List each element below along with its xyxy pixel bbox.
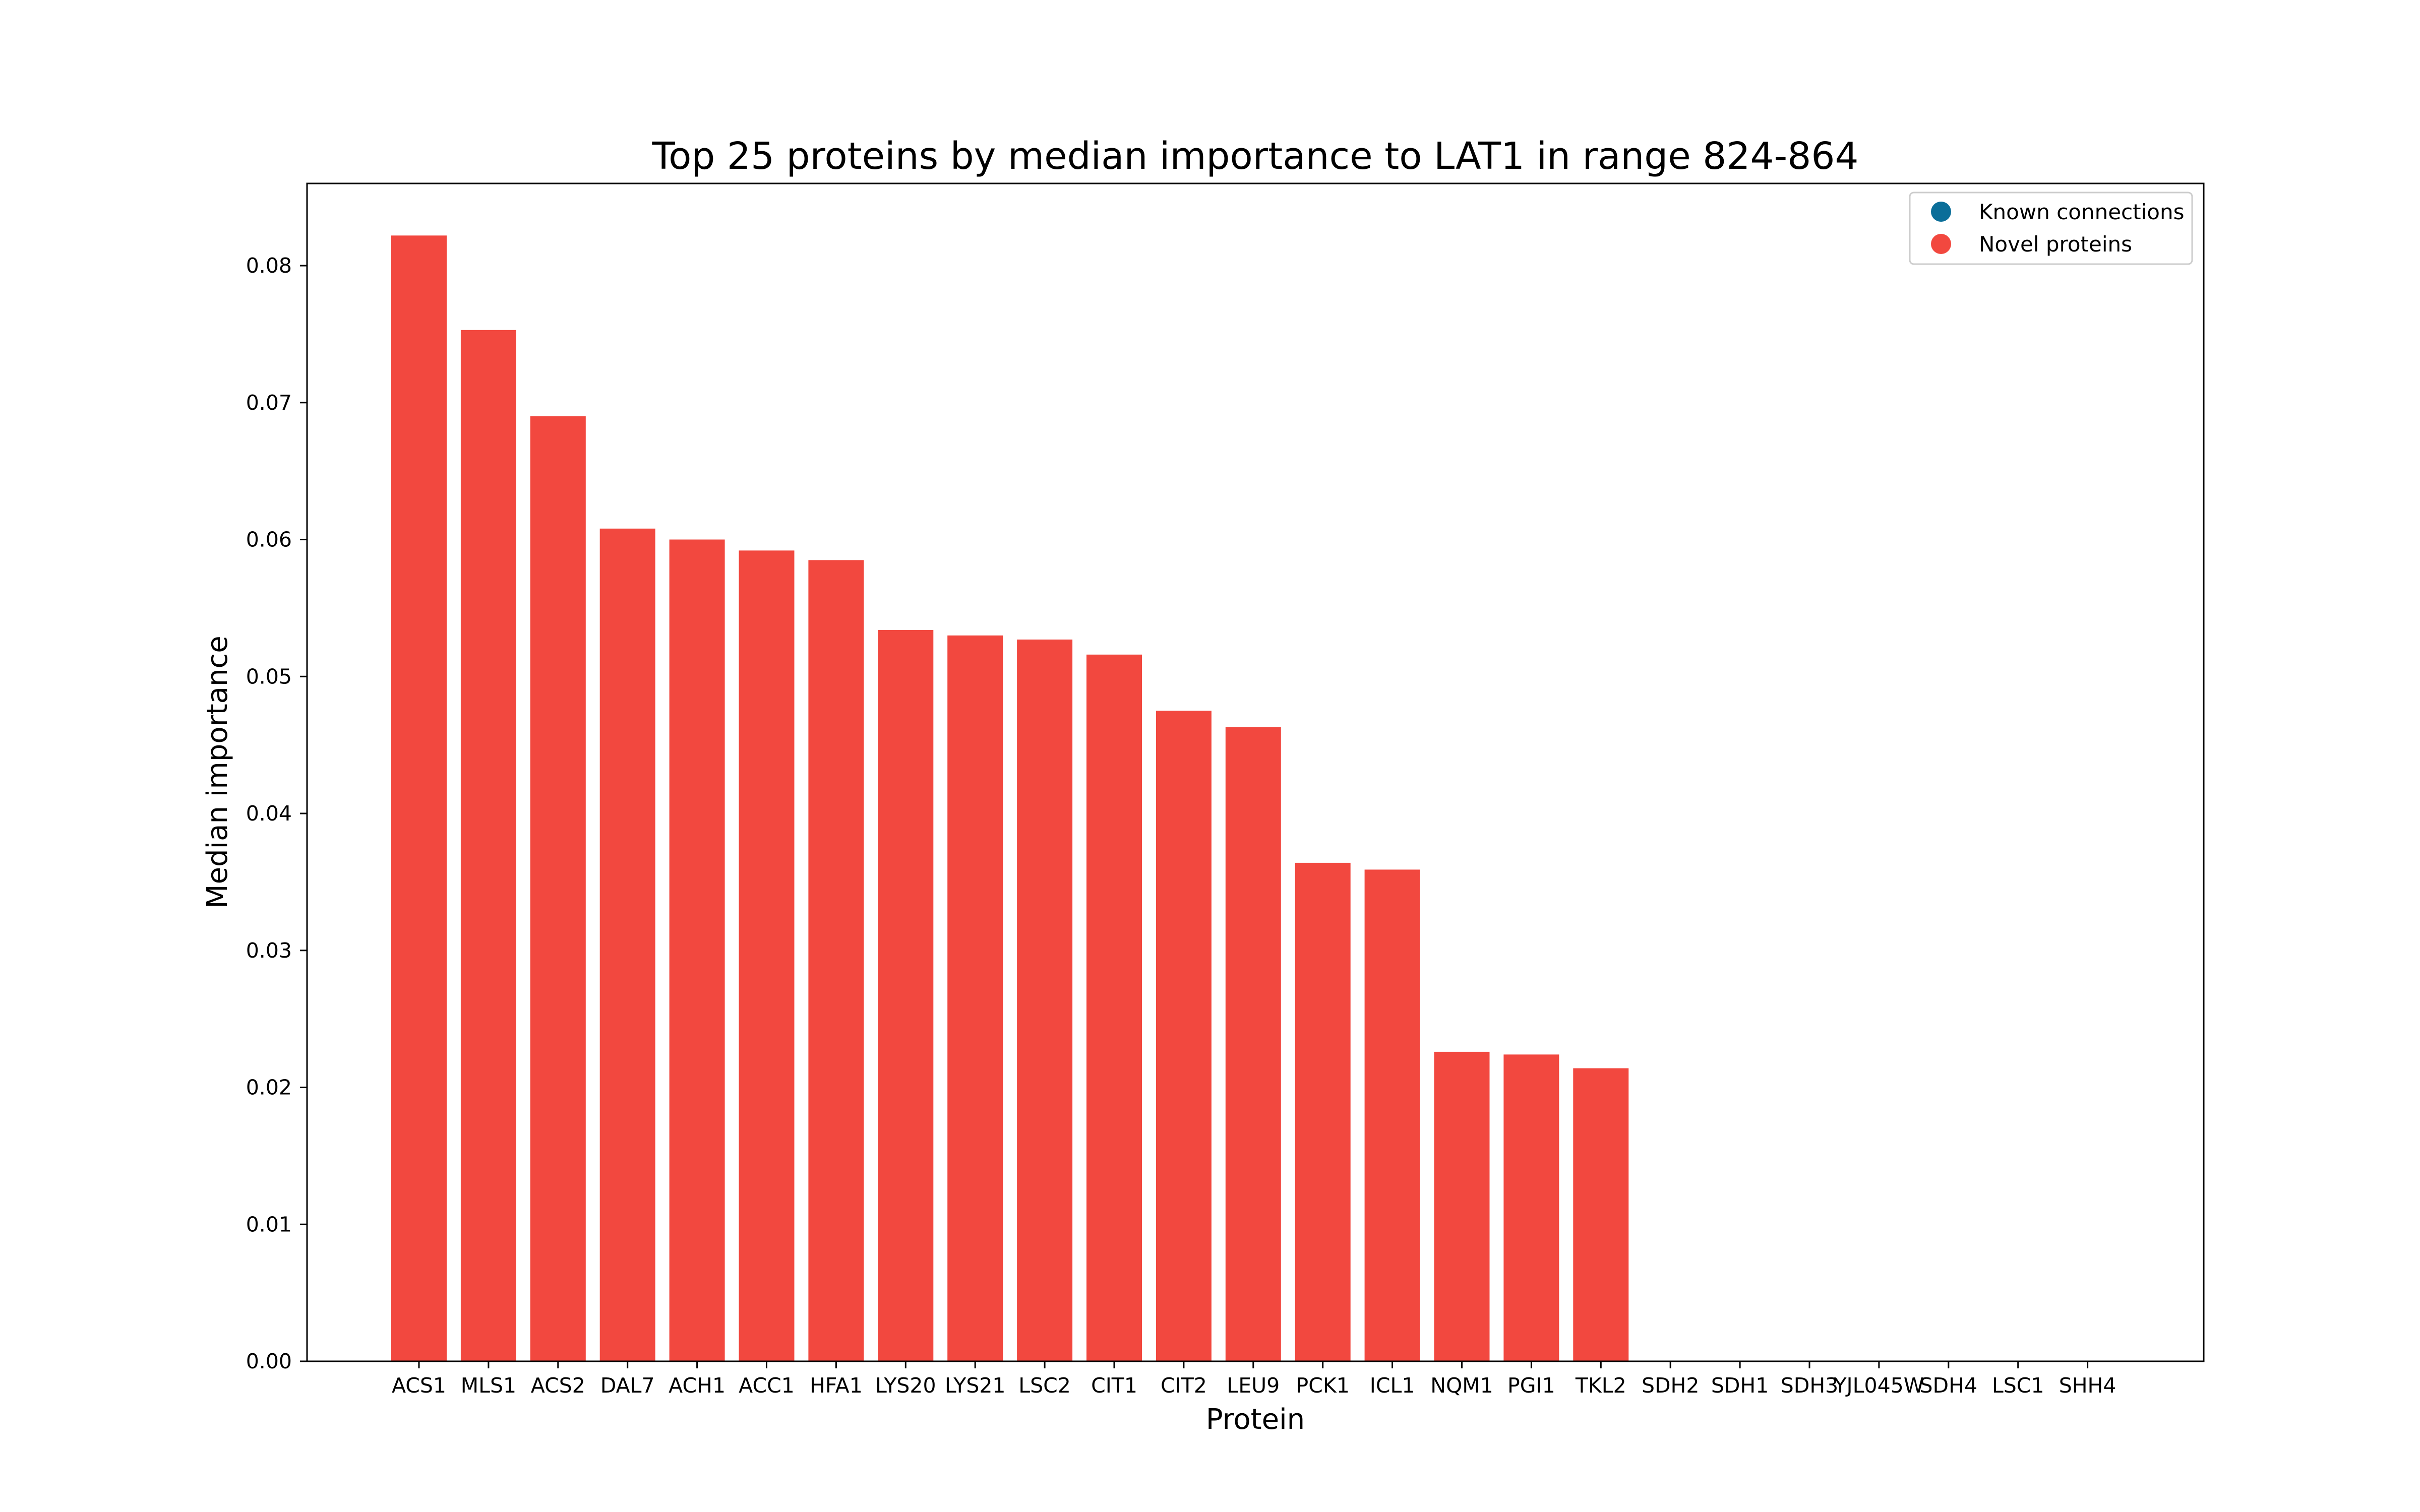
x-tick-label: HFA1 (810, 1373, 863, 1398)
bar-hfa1 (808, 560, 864, 1361)
x-tick-label: SHH4 (2059, 1373, 2116, 1398)
x-tick-label: LEU9 (1227, 1373, 1280, 1398)
bar-lys20 (878, 629, 934, 1361)
y-tick-label: 0.04 (246, 801, 292, 826)
x-tick-label: PGI1 (1507, 1373, 1555, 1398)
legend-marker-known (1931, 202, 1951, 222)
x-ticks-group: ACS1 MLS1 ACS2 DAL7 ACH1 ACC1 HFA1 LYS20 LYS21 LS… (392, 1361, 2116, 1398)
bar-pgi1 (1503, 1054, 1559, 1361)
legend: Known connections Novel proteins (1909, 192, 2193, 265)
bar-ach1 (669, 539, 725, 1361)
bar-lsc2 (1017, 639, 1073, 1361)
y-tick-label: 0.07 (246, 391, 292, 415)
bar-pck1 (1295, 862, 1351, 1361)
x-tick-label: SDH2 (1642, 1373, 1700, 1398)
chart-title: Top 25 proteins by median importance to … (651, 135, 1858, 178)
legend-label-novel: Novel proteins (1979, 232, 2132, 257)
y-tick-label: 0.02 (246, 1076, 292, 1100)
y-tick-label: 0.05 (246, 664, 292, 688)
plot-frame (306, 182, 2205, 1362)
y-tick-label: 0.06 (246, 528, 292, 552)
x-tick-label: CIT1 (1091, 1373, 1137, 1398)
bar-leu9 (1225, 727, 1281, 1361)
bar-mls1 (460, 330, 516, 1361)
x-tick-label: TKL2 (1575, 1373, 1626, 1398)
y-tick-label: 0.03 (246, 938, 292, 963)
x-tick-label: LSC2 (1018, 1373, 1071, 1398)
bar-acc1 (739, 550, 795, 1361)
y-axis-label: Median importance (201, 636, 234, 908)
bar-lys21 (947, 635, 1003, 1361)
x-tick-label: CIT2 (1161, 1373, 1207, 1398)
x-tick-label: SDH3 (1781, 1373, 1839, 1398)
bar-acs1 (391, 235, 447, 1361)
bar-cit1 (1086, 654, 1142, 1361)
legend-marker-novel (1931, 234, 1951, 254)
x-tick-label: LSC1 (1992, 1373, 2044, 1398)
x-tick-label: NQM1 (1430, 1373, 1493, 1398)
x-tick-label: ACH1 (669, 1373, 725, 1398)
x-tick-label: SDH1 (1711, 1373, 1769, 1398)
bar-cit2 (1156, 711, 1212, 1361)
x-tick-label: YJL045W (1834, 1373, 1924, 1398)
bar-tkl2 (1573, 1068, 1629, 1361)
x-tick-label: PCK1 (1296, 1373, 1350, 1398)
x-tick-label: LYS20 (875, 1373, 936, 1398)
x-tick-label: DAL7 (600, 1373, 655, 1398)
x-axis-label: Protein (1206, 1403, 1305, 1436)
y-ticks-group: 0.00 0.01 0.02 0.03 0.04 0.05 0.06 0.07 0.08 (246, 254, 307, 1373)
y-tick-label: 0.01 (246, 1212, 292, 1236)
bar-icl1 (1364, 869, 1420, 1361)
x-tick-label: ACS1 (392, 1373, 446, 1398)
x-tick-label: ACS2 (531, 1373, 585, 1398)
x-tick-label: ICL1 (1370, 1373, 1415, 1398)
legend-box (1909, 192, 2193, 265)
y-tick-label: 0.08 (246, 254, 292, 278)
x-tick-label: SDH4 (1920, 1373, 1978, 1398)
legend-label-known: Known connections (1979, 200, 2184, 224)
bar-nqm1 (1434, 1051, 1490, 1361)
x-tick-label: MLS1 (461, 1373, 516, 1398)
x-tick-label: ACC1 (739, 1373, 795, 1398)
y-tick-label: 0.00 (246, 1349, 292, 1373)
x-tick-label: LYS21 (945, 1373, 1006, 1398)
bar-dal7 (599, 528, 655, 1361)
bars-group (391, 235, 1629, 1361)
bar-acs2 (530, 416, 586, 1361)
